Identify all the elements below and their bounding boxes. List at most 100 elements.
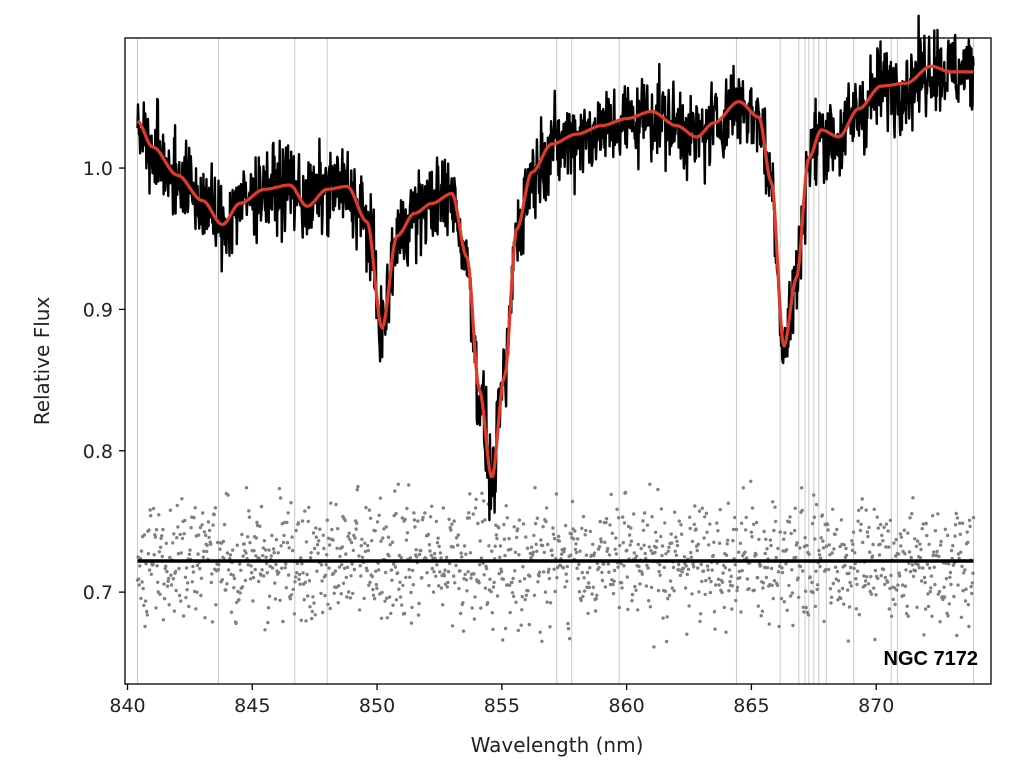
residual-point	[175, 503, 179, 508]
residual-point	[299, 556, 303, 560]
residual-point	[730, 607, 734, 611]
residual-point	[878, 542, 882, 546]
residual-point	[580, 570, 584, 575]
residual-point	[663, 589, 668, 593]
residual-point	[319, 591, 323, 596]
residual-point	[758, 563, 763, 568]
residual-point	[909, 555, 913, 560]
residual-point	[511, 576, 515, 581]
residual-point	[310, 609, 314, 614]
residual-point	[971, 515, 976, 520]
residual-point	[281, 619, 285, 624]
residual-point	[386, 535, 391, 539]
residual-point	[816, 583, 820, 587]
residual-point	[480, 520, 485, 524]
residual-point	[300, 519, 305, 523]
residual-point	[284, 586, 288, 590]
residual-point	[921, 522, 925, 526]
residual-point	[640, 572, 644, 576]
residual-point	[577, 562, 581, 567]
residual-point	[761, 586, 765, 590]
residual-point	[312, 546, 317, 551]
residual-point	[747, 587, 751, 591]
residual-point	[205, 549, 209, 554]
residual-point	[724, 553, 729, 557]
residual-point	[914, 544, 919, 549]
residual-point	[612, 568, 617, 573]
residual-point	[782, 600, 786, 604]
residual-point	[718, 541, 722, 545]
residual-point	[247, 509, 251, 513]
residual-point	[654, 545, 658, 550]
residual-point	[622, 564, 626, 568]
residual-point	[679, 523, 683, 527]
residual-point	[967, 518, 972, 522]
residual-point	[240, 585, 245, 589]
residual-point	[428, 515, 433, 519]
residual-point	[604, 520, 608, 525]
residual-point	[494, 533, 499, 537]
residual-point	[201, 511, 205, 515]
residual-point	[621, 541, 625, 545]
x-tick-label: 840	[109, 695, 145, 717]
residual-point	[956, 552, 961, 556]
residual-point	[687, 604, 691, 608]
residual-point	[552, 567, 556, 571]
residual-point	[844, 546, 848, 551]
residual-point	[157, 550, 162, 554]
residual-point	[646, 566, 650, 570]
residual-point	[232, 586, 236, 590]
residual-point	[712, 540, 716, 544]
residual-point	[411, 568, 415, 573]
residual-point	[315, 543, 320, 547]
residual-point	[177, 566, 181, 571]
residual-point	[410, 605, 414, 610]
residual-point	[548, 601, 553, 605]
x-ticks-group: 840 845 850 855 860 865 870	[109, 684, 894, 717]
residual-point	[959, 615, 964, 619]
residual-point	[744, 515, 748, 520]
residual-point	[677, 519, 681, 523]
residual-point	[482, 499, 486, 503]
y-axis-label: Relative Flux	[30, 297, 54, 426]
residual-point	[297, 577, 301, 581]
residual-point	[367, 583, 371, 587]
residual-point	[512, 594, 516, 599]
residual-point	[619, 581, 624, 585]
residual-point	[260, 568, 264, 572]
residual-point	[648, 482, 652, 486]
residual-point	[211, 523, 215, 527]
residual-point	[563, 523, 568, 528]
model-fit-line	[136, 64, 974, 478]
residual-point	[968, 524, 972, 529]
residual-point	[471, 512, 475, 516]
residual-point	[783, 531, 787, 535]
residual-point	[252, 549, 256, 553]
residual-point	[202, 530, 207, 534]
residual-point	[632, 551, 636, 555]
residual-point	[711, 553, 715, 558]
residual-point	[952, 594, 956, 599]
residual-point	[172, 609, 177, 613]
residual-point	[720, 590, 724, 595]
residual-point	[446, 580, 450, 585]
residual-point	[773, 519, 778, 524]
residual-point	[435, 563, 439, 567]
residual-point	[686, 567, 691, 571]
residual-point	[368, 580, 372, 584]
residual-point	[467, 511, 471, 515]
residual-point	[198, 567, 202, 571]
residual-point	[200, 523, 204, 527]
residual-point	[930, 514, 935, 518]
residual-point	[659, 507, 664, 511]
residual-point	[310, 616, 314, 621]
residual-point	[916, 563, 920, 567]
residual-point	[454, 563, 458, 568]
residual-point	[772, 579, 777, 583]
residual-point	[869, 574, 873, 579]
residual-point	[503, 553, 507, 558]
residual-point	[963, 568, 967, 572]
residual-point	[859, 522, 863, 526]
residual-point	[913, 569, 917, 573]
residual-point	[326, 536, 331, 540]
